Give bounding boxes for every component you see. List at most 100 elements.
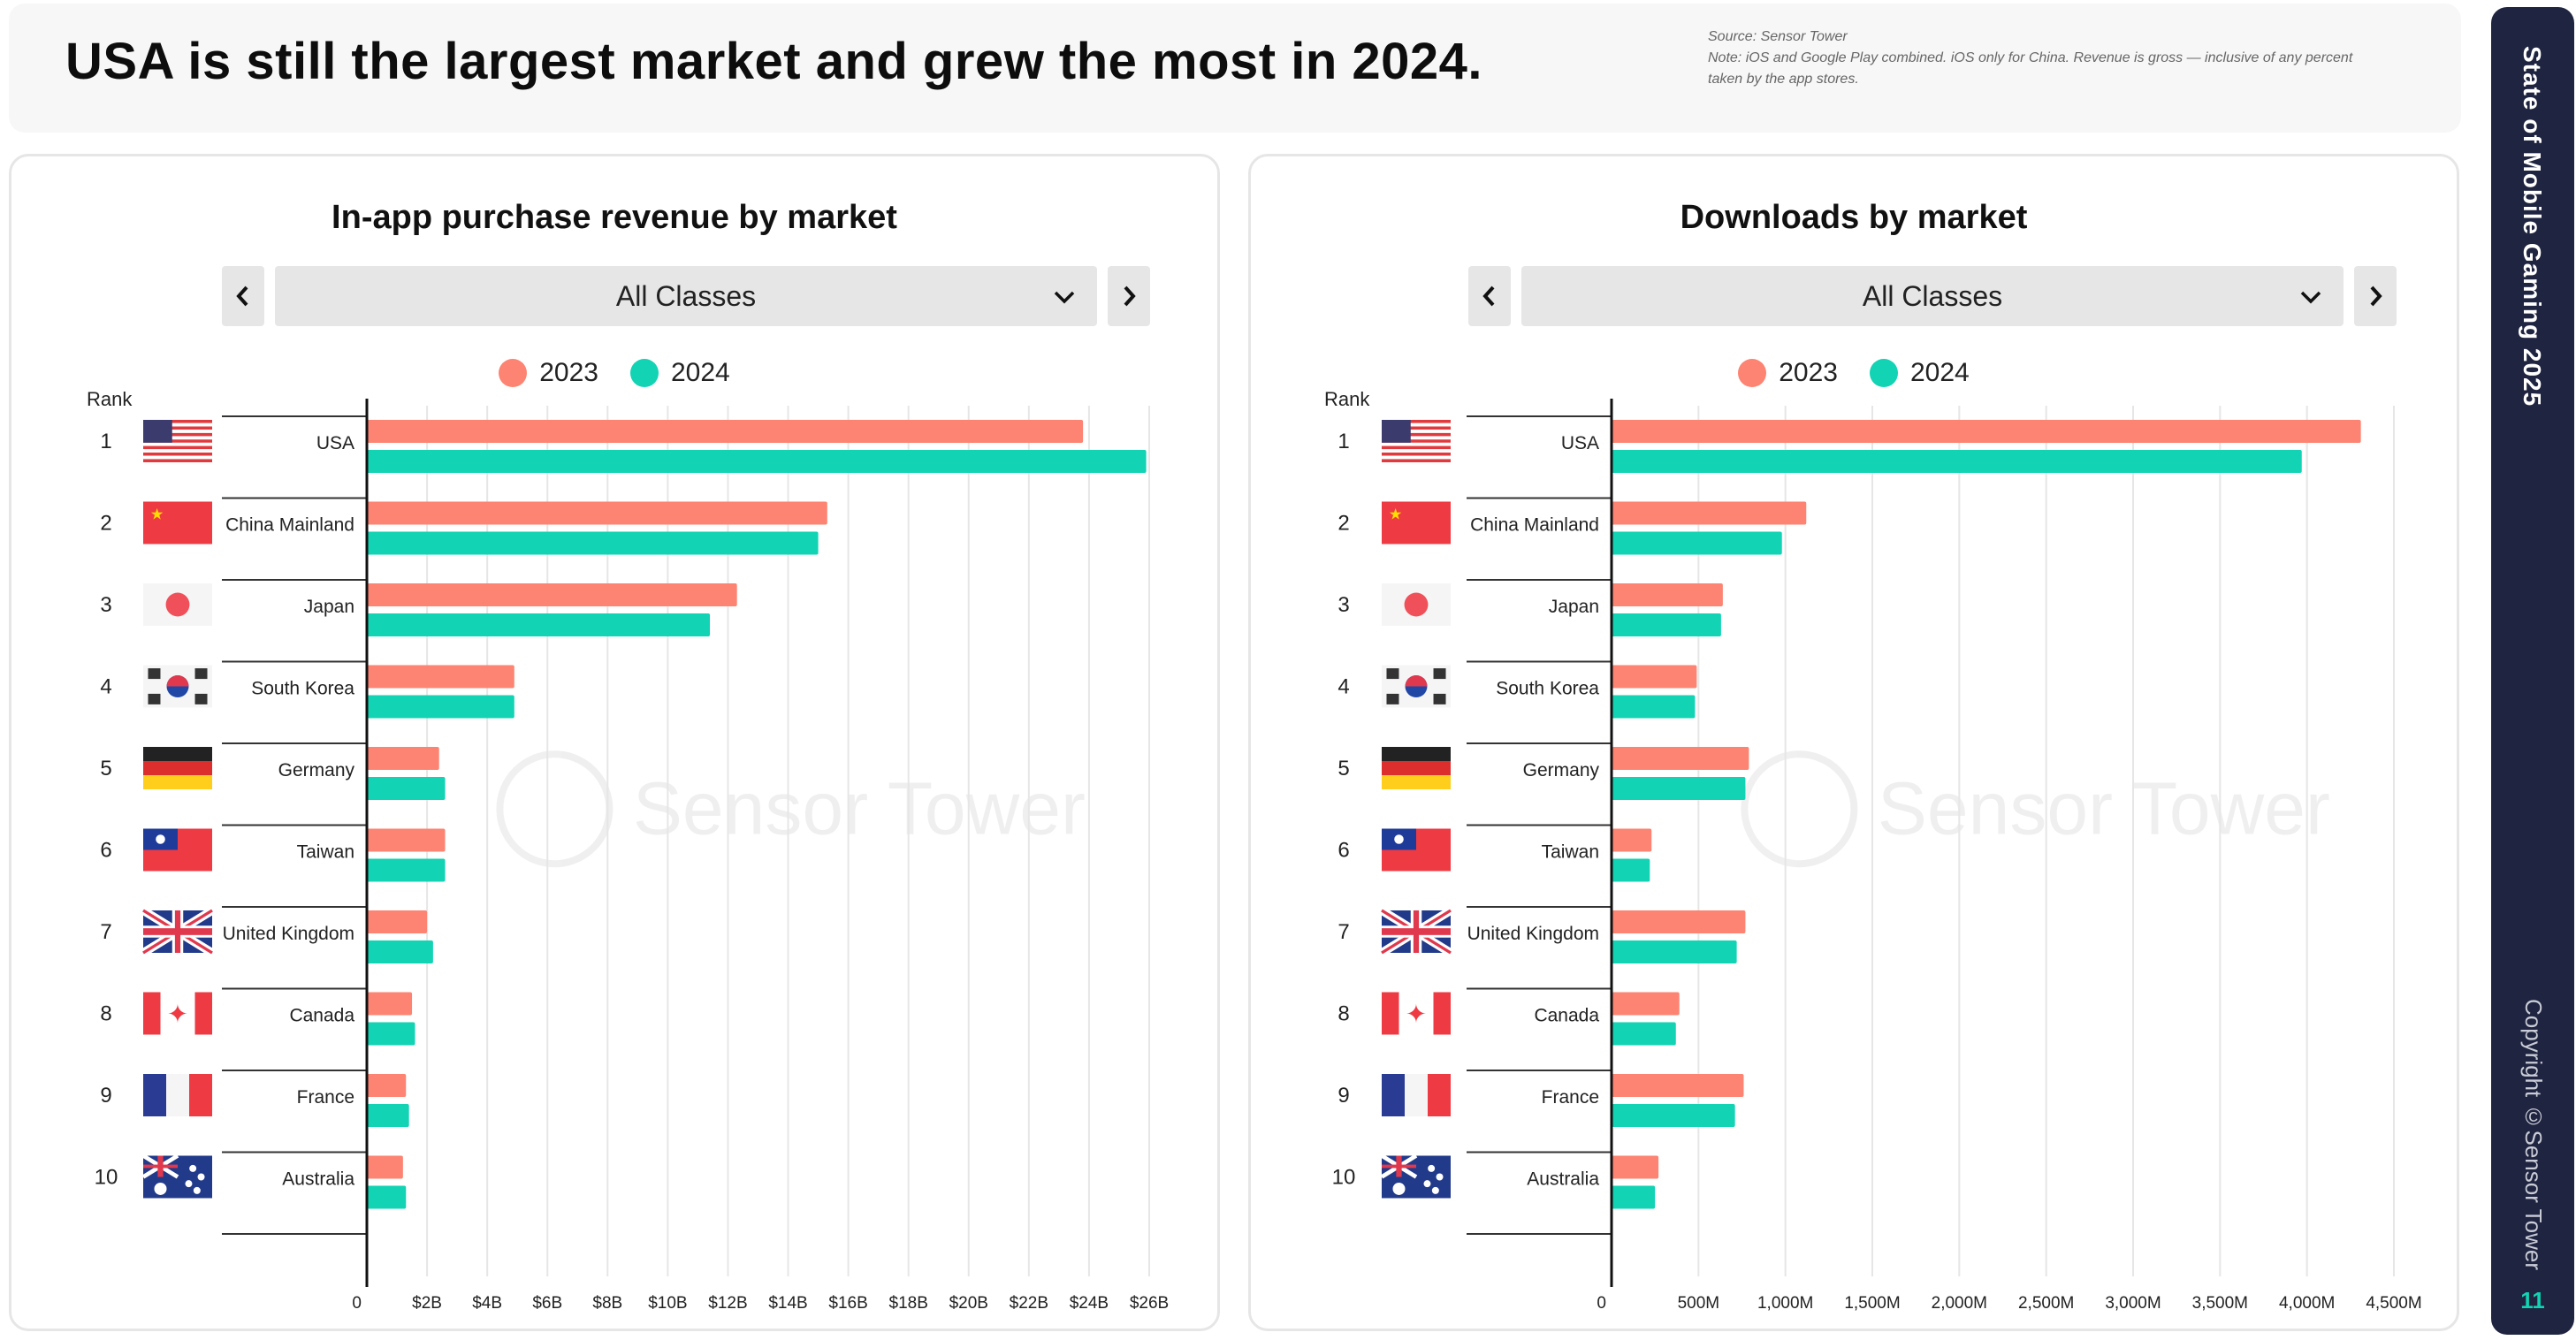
- flag-star: [1436, 1173, 1444, 1181]
- flag-field: [1382, 501, 1451, 544]
- rank-number: 2: [100, 512, 111, 536]
- rank-number: 3: [100, 593, 111, 617]
- bar-2023-china-mainland: [367, 501, 827, 525]
- flag-band: [1433, 992, 1451, 1035]
- x-tick-label: 1,500M: [1844, 1294, 1900, 1313]
- rank-number: 9: [100, 1084, 111, 1108]
- flag-stripe: [1382, 439, 1451, 443]
- revenue-next-button[interactable]: [1108, 266, 1150, 326]
- x-tick-label: 4,500M: [2366, 1294, 2421, 1313]
- flag-stripe: [1382, 459, 1451, 462]
- flag-band: [194, 992, 212, 1035]
- bar-2023-usa: [367, 420, 1084, 443]
- flag-band: [143, 1074, 166, 1116]
- flag-taegeuk-red: [1405, 675, 1428, 687]
- flag-trigram: [1433, 668, 1446, 680]
- x-tick-label: 1,000M: [1757, 1294, 1813, 1313]
- page-headline: USA is still the largest market and grew…: [65, 33, 1483, 90]
- flag-stripe: [143, 442, 212, 446]
- australia-flag-icon: [141, 1153, 212, 1199]
- market-label-japan: Japan: [1549, 597, 1599, 617]
- taiwan-flag-icon: [143, 828, 212, 872]
- x-tick-label: $12B: [708, 1294, 747, 1313]
- chevron-left-icon: [1482, 286, 1495, 307]
- bar-2024-australia: [367, 1185, 407, 1209]
- market-label-germany: Germany: [1523, 760, 1600, 780]
- bar-2024-south-korea: [367, 695, 514, 719]
- market-label-taiwan: Taiwan: [297, 842, 354, 863]
- revenue-prev-button[interactable]: [222, 266, 264, 326]
- bar-2024-taiwan: [1612, 858, 1650, 882]
- japan-flag-icon: [1382, 583, 1451, 626]
- chevron-down-icon: [1054, 291, 1075, 304]
- downloads-chart-title: Downloads by market: [1680, 199, 2028, 236]
- bar-2023-france: [367, 1074, 407, 1097]
- taiwan-flag-icon: [1382, 828, 1451, 872]
- copyright-text: Copyright ©Sensor Tower: [2520, 999, 2547, 1270]
- market-label-usa: USA: [316, 433, 354, 453]
- flag-stripe: [143, 420, 212, 423]
- downloads-class-dropdown[interactable]: All Classes: [1521, 266, 2344, 326]
- bar-2023-australia: [1612, 1155, 1659, 1179]
- rank-header: Rank: [1324, 388, 1370, 410]
- uk-flag-icon: [141, 906, 215, 957]
- flag-band: [1382, 1074, 1405, 1116]
- bar-2024-japan: [1612, 613, 1721, 636]
- flag-stripe: [1382, 455, 1451, 460]
- flag-stripe: [143, 775, 212, 789]
- market-label-germany: Germany: [278, 760, 355, 780]
- canada-flag-icon: ✦: [1382, 992, 1451, 1035]
- flag-band: [1382, 992, 1399, 1035]
- legend-item-2024[interactable]: 2024: [1870, 358, 1970, 388]
- flag-stripe: [1382, 452, 1451, 456]
- korea-flag-icon: [1382, 665, 1451, 708]
- report-sidebar: State of Mobile Gaming 2025 Copyright ©S…: [2491, 7, 2574, 1335]
- bar-2023-taiwan: [367, 828, 446, 852]
- flag-stripe: [143, 426, 212, 430]
- flag-stripe: [1382, 747, 1451, 761]
- legend-item-2023[interactable]: 2023: [499, 358, 598, 388]
- flag-trigram: [1386, 693, 1399, 704]
- market-label-taiwan: Taiwan: [1542, 842, 1599, 863]
- bar-2024-china-mainland: [367, 531, 819, 555]
- flag-trigram: [194, 668, 208, 680]
- x-tick-label: $26B: [1130, 1294, 1169, 1313]
- rank-number: 5: [1338, 757, 1349, 780]
- legend-dot-2023: [499, 359, 528, 387]
- bar-2023-canada: [367, 992, 413, 1016]
- bar-2024-taiwan: [367, 858, 446, 882]
- downloads-dropdown-value: All Classes: [1862, 279, 2003, 312]
- x-tick-label: 2,500M: [2018, 1294, 2074, 1313]
- rank-number: 8: [1338, 1002, 1349, 1026]
- downloads-prev-button[interactable]: [1468, 266, 1511, 326]
- australia-flag-icon: [1380, 1153, 1451, 1199]
- japan-flag-icon: [143, 583, 212, 626]
- bar-2023-japan: [1612, 583, 1723, 606]
- market-label-france: France: [297, 1087, 354, 1108]
- flag-stripe: [1382, 761, 1451, 775]
- x-tick-label: $2B: [412, 1294, 442, 1313]
- flag-star: [1428, 1164, 1436, 1172]
- x-tick-label: $22B: [1010, 1294, 1048, 1313]
- market-label-united-kingdom: United Kingdom: [1467, 924, 1599, 944]
- flag-stripe: [143, 439, 212, 443]
- x-tick-label: 2,000M: [1932, 1294, 1987, 1313]
- flag-stripe: [143, 747, 212, 761]
- note-line-continued: taken by the app stores.: [1708, 72, 1859, 87]
- revenue-class-dropdown[interactable]: All Classes: [275, 266, 1097, 326]
- flag-band: [166, 1074, 189, 1116]
- rank-number: 4: [1338, 675, 1349, 699]
- market-label-china-mainland: China Mainland: [1470, 515, 1599, 536]
- legend-item-2023[interactable]: 2023: [1738, 358, 1838, 388]
- legend-item-2024[interactable]: 2024: [630, 358, 730, 388]
- rank-number: 1: [1338, 430, 1349, 453]
- legend-dot-2024: [1870, 359, 1898, 387]
- bar-2024-australia: [1612, 1185, 1656, 1209]
- flag-sun: [1394, 834, 1404, 844]
- flag-star: [1431, 1186, 1439, 1194]
- x-tick-label: $10B: [648, 1294, 687, 1313]
- downloads-next-button[interactable]: [2354, 266, 2397, 326]
- usa-flag-icon: [143, 420, 212, 462]
- uk-flag-icon: [1379, 906, 1453, 957]
- rank-number: 5: [100, 757, 111, 780]
